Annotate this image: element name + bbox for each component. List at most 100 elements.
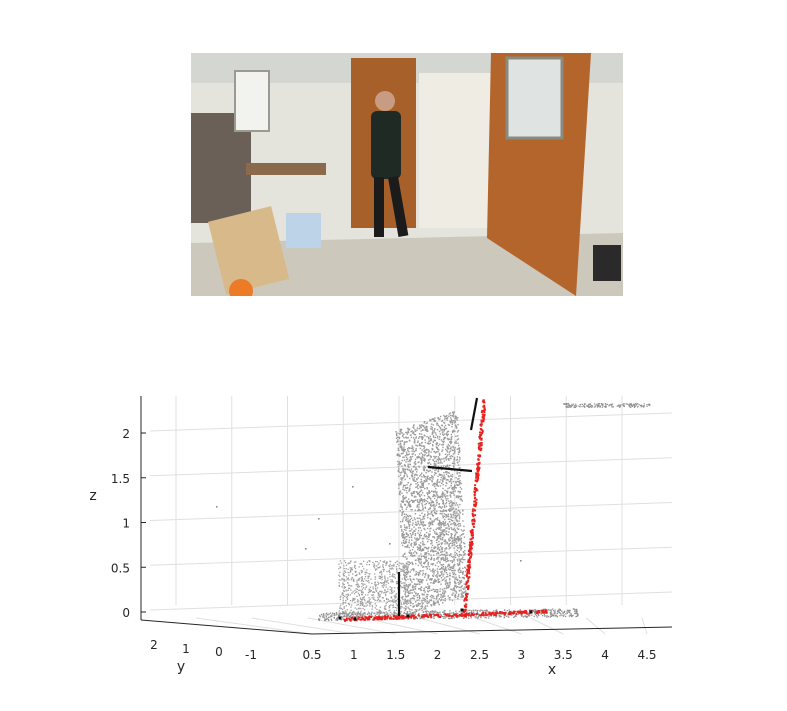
gray-point [356, 617, 359, 619]
gray-point [508, 609, 510, 611]
gray-point [391, 567, 393, 569]
gray-point [458, 511, 461, 513]
gray-point [359, 597, 362, 599]
gray-point [417, 484, 419, 487]
gray-point [453, 536, 456, 539]
gray-point [571, 615, 573, 617]
gray-point [461, 595, 463, 597]
gray-point [422, 521, 424, 523]
gray-point [354, 574, 357, 577]
gray-point [363, 597, 365, 599]
gray-point [410, 469, 412, 472]
gray-point [342, 603, 344, 605]
gray-point [450, 527, 452, 529]
gray-point [407, 567, 409, 570]
grid-line-z [149, 591, 673, 611]
gray-point [453, 585, 456, 587]
gray-point [397, 447, 400, 450]
red-point [478, 436, 481, 439]
gray-point [404, 607, 407, 610]
gray-point [455, 612, 457, 615]
gray-point [431, 544, 434, 547]
gray-point [440, 460, 442, 462]
gray-point [394, 561, 396, 564]
gray-point [452, 567, 455, 569]
gray-point [432, 588, 435, 590]
gray-point [420, 521, 422, 524]
gray-point [405, 533, 408, 535]
gray-point [439, 522, 441, 525]
gray-point [449, 450, 452, 452]
gray-point [426, 613, 429, 615]
gray-point [427, 513, 429, 515]
gray-point [436, 483, 438, 486]
gray-point [400, 462, 403, 464]
gray-point [439, 574, 442, 576]
gray-point [505, 615, 508, 617]
gray-point [433, 451, 436, 453]
gray-point [423, 475, 425, 477]
red-point [407, 617, 410, 620]
gray-point [453, 422, 456, 424]
gray-point [353, 566, 356, 568]
gray-point [344, 570, 346, 572]
gray-point [364, 578, 366, 580]
gray-point [427, 553, 430, 555]
red-point [468, 576, 471, 579]
gray-point [454, 554, 456, 556]
gray-point [425, 428, 427, 431]
gray-point [368, 590, 370, 592]
gray-point [344, 602, 347, 604]
gray-point [349, 571, 351, 574]
red-point [469, 546, 472, 549]
gray-point [446, 415, 448, 417]
gray-point [352, 615, 354, 618]
gray-point [420, 542, 422, 544]
gray-point [428, 497, 430, 499]
gray-point [343, 579, 346, 581]
gray-point [402, 535, 404, 537]
gray-point [552, 610, 555, 612]
gray-point [403, 441, 406, 443]
gray-point [424, 453, 426, 456]
red-point [472, 614, 475, 617]
gray-point [432, 435, 435, 437]
gray-point [453, 524, 456, 526]
gray-point [448, 527, 450, 530]
gray-point [448, 586, 450, 589]
gray-point [392, 601, 394, 603]
gray-point [416, 594, 418, 597]
gray-point [432, 529, 435, 531]
gray-point [418, 557, 421, 560]
gray-point [596, 406, 599, 408]
gray-point [424, 506, 426, 508]
gray-point [395, 433, 398, 435]
gray-point [421, 492, 424, 494]
gray-point [428, 536, 430, 539]
gray-point [352, 573, 354, 575]
gray-point [458, 449, 461, 452]
gray-point [451, 426, 453, 428]
gray-point [378, 595, 381, 597]
gray-point [401, 514, 403, 517]
gray-point [353, 610, 355, 613]
gray-point [400, 444, 402, 447]
gray-point [445, 470, 447, 473]
gray-point [426, 422, 429, 424]
gray-point [443, 569, 446, 572]
gray-point [343, 565, 345, 567]
gray-point [447, 446, 449, 448]
gray-point [641, 405, 643, 407]
gray-point [352, 613, 354, 615]
gray-point [366, 563, 368, 566]
gray-point [413, 500, 416, 502]
red-point [504, 613, 507, 616]
gray-point [421, 605, 423, 607]
gray-point [416, 429, 418, 431]
gray-point [453, 452, 456, 454]
gray-point [414, 474, 416, 476]
gray-point [357, 613, 359, 615]
gray-point [443, 506, 446, 509]
gray-point [445, 481, 447, 484]
gray-point [452, 507, 454, 509]
